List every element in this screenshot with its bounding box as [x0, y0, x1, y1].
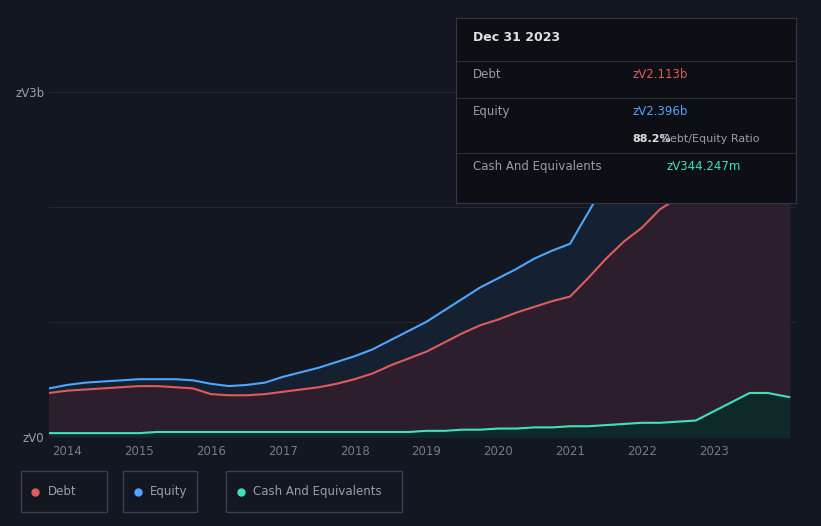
- Text: zᐯ344.247m: zᐯ344.247m: [667, 160, 741, 173]
- Text: Dec 31 2023: Dec 31 2023: [473, 32, 560, 44]
- Text: Cash And Equivalents: Cash And Equivalents: [253, 485, 382, 498]
- Text: zᐯ2.113b: zᐯ2.113b: [633, 68, 688, 81]
- Text: Equity: Equity: [150, 485, 188, 498]
- Bar: [123, 471, 197, 512]
- Text: Debt: Debt: [48, 485, 76, 498]
- Text: Debt/Equity Ratio: Debt/Equity Ratio: [658, 135, 760, 145]
- Bar: [226, 471, 402, 512]
- Bar: [21, 471, 107, 512]
- Text: Cash And Equivalents: Cash And Equivalents: [473, 160, 601, 173]
- Text: Debt: Debt: [473, 68, 502, 81]
- Text: Equity: Equity: [473, 105, 510, 118]
- Text: zᐯ2.396b: zᐯ2.396b: [633, 105, 688, 118]
- Text: 88.2%: 88.2%: [633, 135, 672, 145]
